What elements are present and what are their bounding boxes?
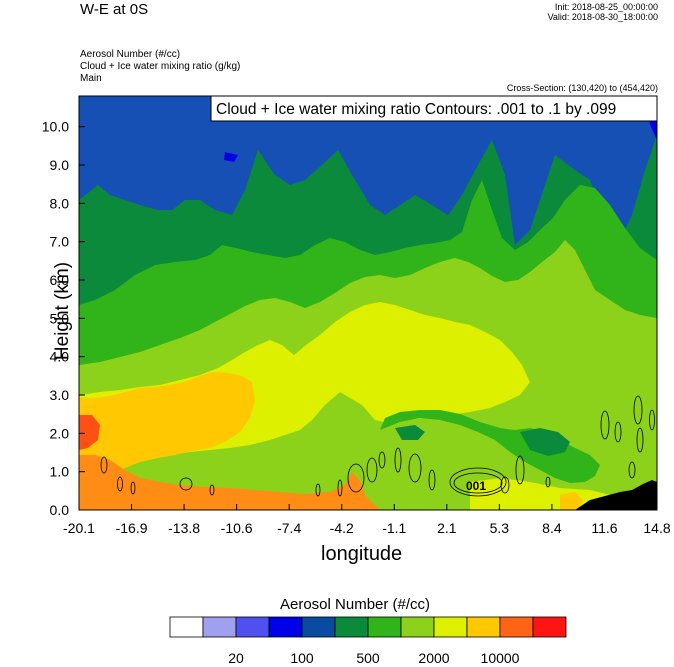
x-tick-label: 11.6	[591, 520, 617, 536]
y-tick-label: 7.0	[50, 234, 70, 250]
colorbar-swatch	[202, 616, 237, 638]
colorbar-swatch	[169, 616, 204, 638]
x-tick-label: -20.1	[63, 520, 95, 536]
y-tick-label: 2.0	[50, 425, 70, 441]
colorbar-swatch	[301, 616, 336, 638]
axis-ticks: -20.1 -16.9 -13.8 -10.6 -7.4 -4.2 -1.1 2.1 5.3 8.…	[42, 119, 671, 536]
x-tick-label: 2.1	[437, 520, 457, 536]
x-tick-label: 8.4	[542, 520, 562, 536]
x-tick-label: -7.4	[277, 520, 301, 536]
colorbar-swatch	[367, 616, 402, 638]
colorbar: 20 100 500 2000 10000	[169, 616, 567, 666]
colorbar-swatch	[268, 616, 303, 638]
colorbar-label: 10000	[481, 650, 520, 666]
y-axis-label: Height (km)	[52, 261, 74, 361]
y-tick-label: 5.0	[50, 310, 70, 326]
x-axis-label: longitude	[321, 543, 403, 565]
terrain	[575, 480, 657, 510]
y-tick-label: 9.0	[50, 157, 70, 173]
contour-value-label: 001	[466, 479, 486, 493]
valid-time: Valid: 2018-08-30_18:00:00	[547, 12, 658, 22]
colorbar-swatch	[433, 616, 468, 638]
y-tick-label: 1.0	[50, 464, 70, 480]
y-tick-label: 10.0	[42, 119, 69, 135]
y-tick-label: 8.0	[50, 195, 70, 211]
y-tick-label: 6.0	[50, 272, 70, 288]
y-tick-label: 4.0	[50, 349, 70, 365]
x-tick-label: -10.6	[221, 520, 253, 536]
colorbar-label: 2000	[418, 650, 449, 666]
colorbar-swatch	[334, 616, 369, 638]
colorbar-swatch	[466, 616, 501, 638]
contour-info-text: Cloud + Ice water mixing ratio Contours:…	[216, 101, 616, 118]
field-name-cloud: Cloud + Ice water mixing ratio (g/kg)	[80, 61, 241, 72]
filled-contours	[79, 96, 657, 510]
x-tick-label: 14.8	[643, 520, 670, 536]
contour-info-box	[210, 95, 658, 122]
colorbar-title: Aerosol Number (#/cc)	[280, 596, 431, 613]
y-tick-label: 3.0	[50, 387, 70, 403]
y-tick-label: 0.0	[50, 502, 70, 518]
cross-section-label: Cross-Section: (130,420) to (454,420)	[506, 83, 658, 93]
colorbar-swatch	[400, 616, 435, 638]
plot-title: W-E at 0S	[80, 1, 149, 18]
cloud-contour-lines	[100, 395, 655, 497]
colorbar-label: 20	[228, 650, 244, 666]
x-tick-label: -16.9	[116, 520, 148, 536]
x-tick-label: -13.8	[168, 520, 200, 536]
field-name-main: Main	[80, 73, 102, 84]
x-tick-label: -4.2	[330, 520, 354, 536]
init-time: Init: 2018-08-25_00:00:00	[554, 2, 658, 12]
x-tick-label: 5.3	[490, 520, 510, 536]
colorbar-label: 500	[356, 650, 380, 666]
colorbar-swatch	[532, 616, 567, 638]
colorbar-swatch	[235, 616, 270, 638]
colorbar-label: 100	[290, 650, 314, 666]
x-tick-label: -1.1	[382, 520, 406, 536]
colorbar-swatch	[499, 616, 534, 638]
field-name-aerosol: Aerosol Number (#/cc)	[80, 49, 181, 60]
